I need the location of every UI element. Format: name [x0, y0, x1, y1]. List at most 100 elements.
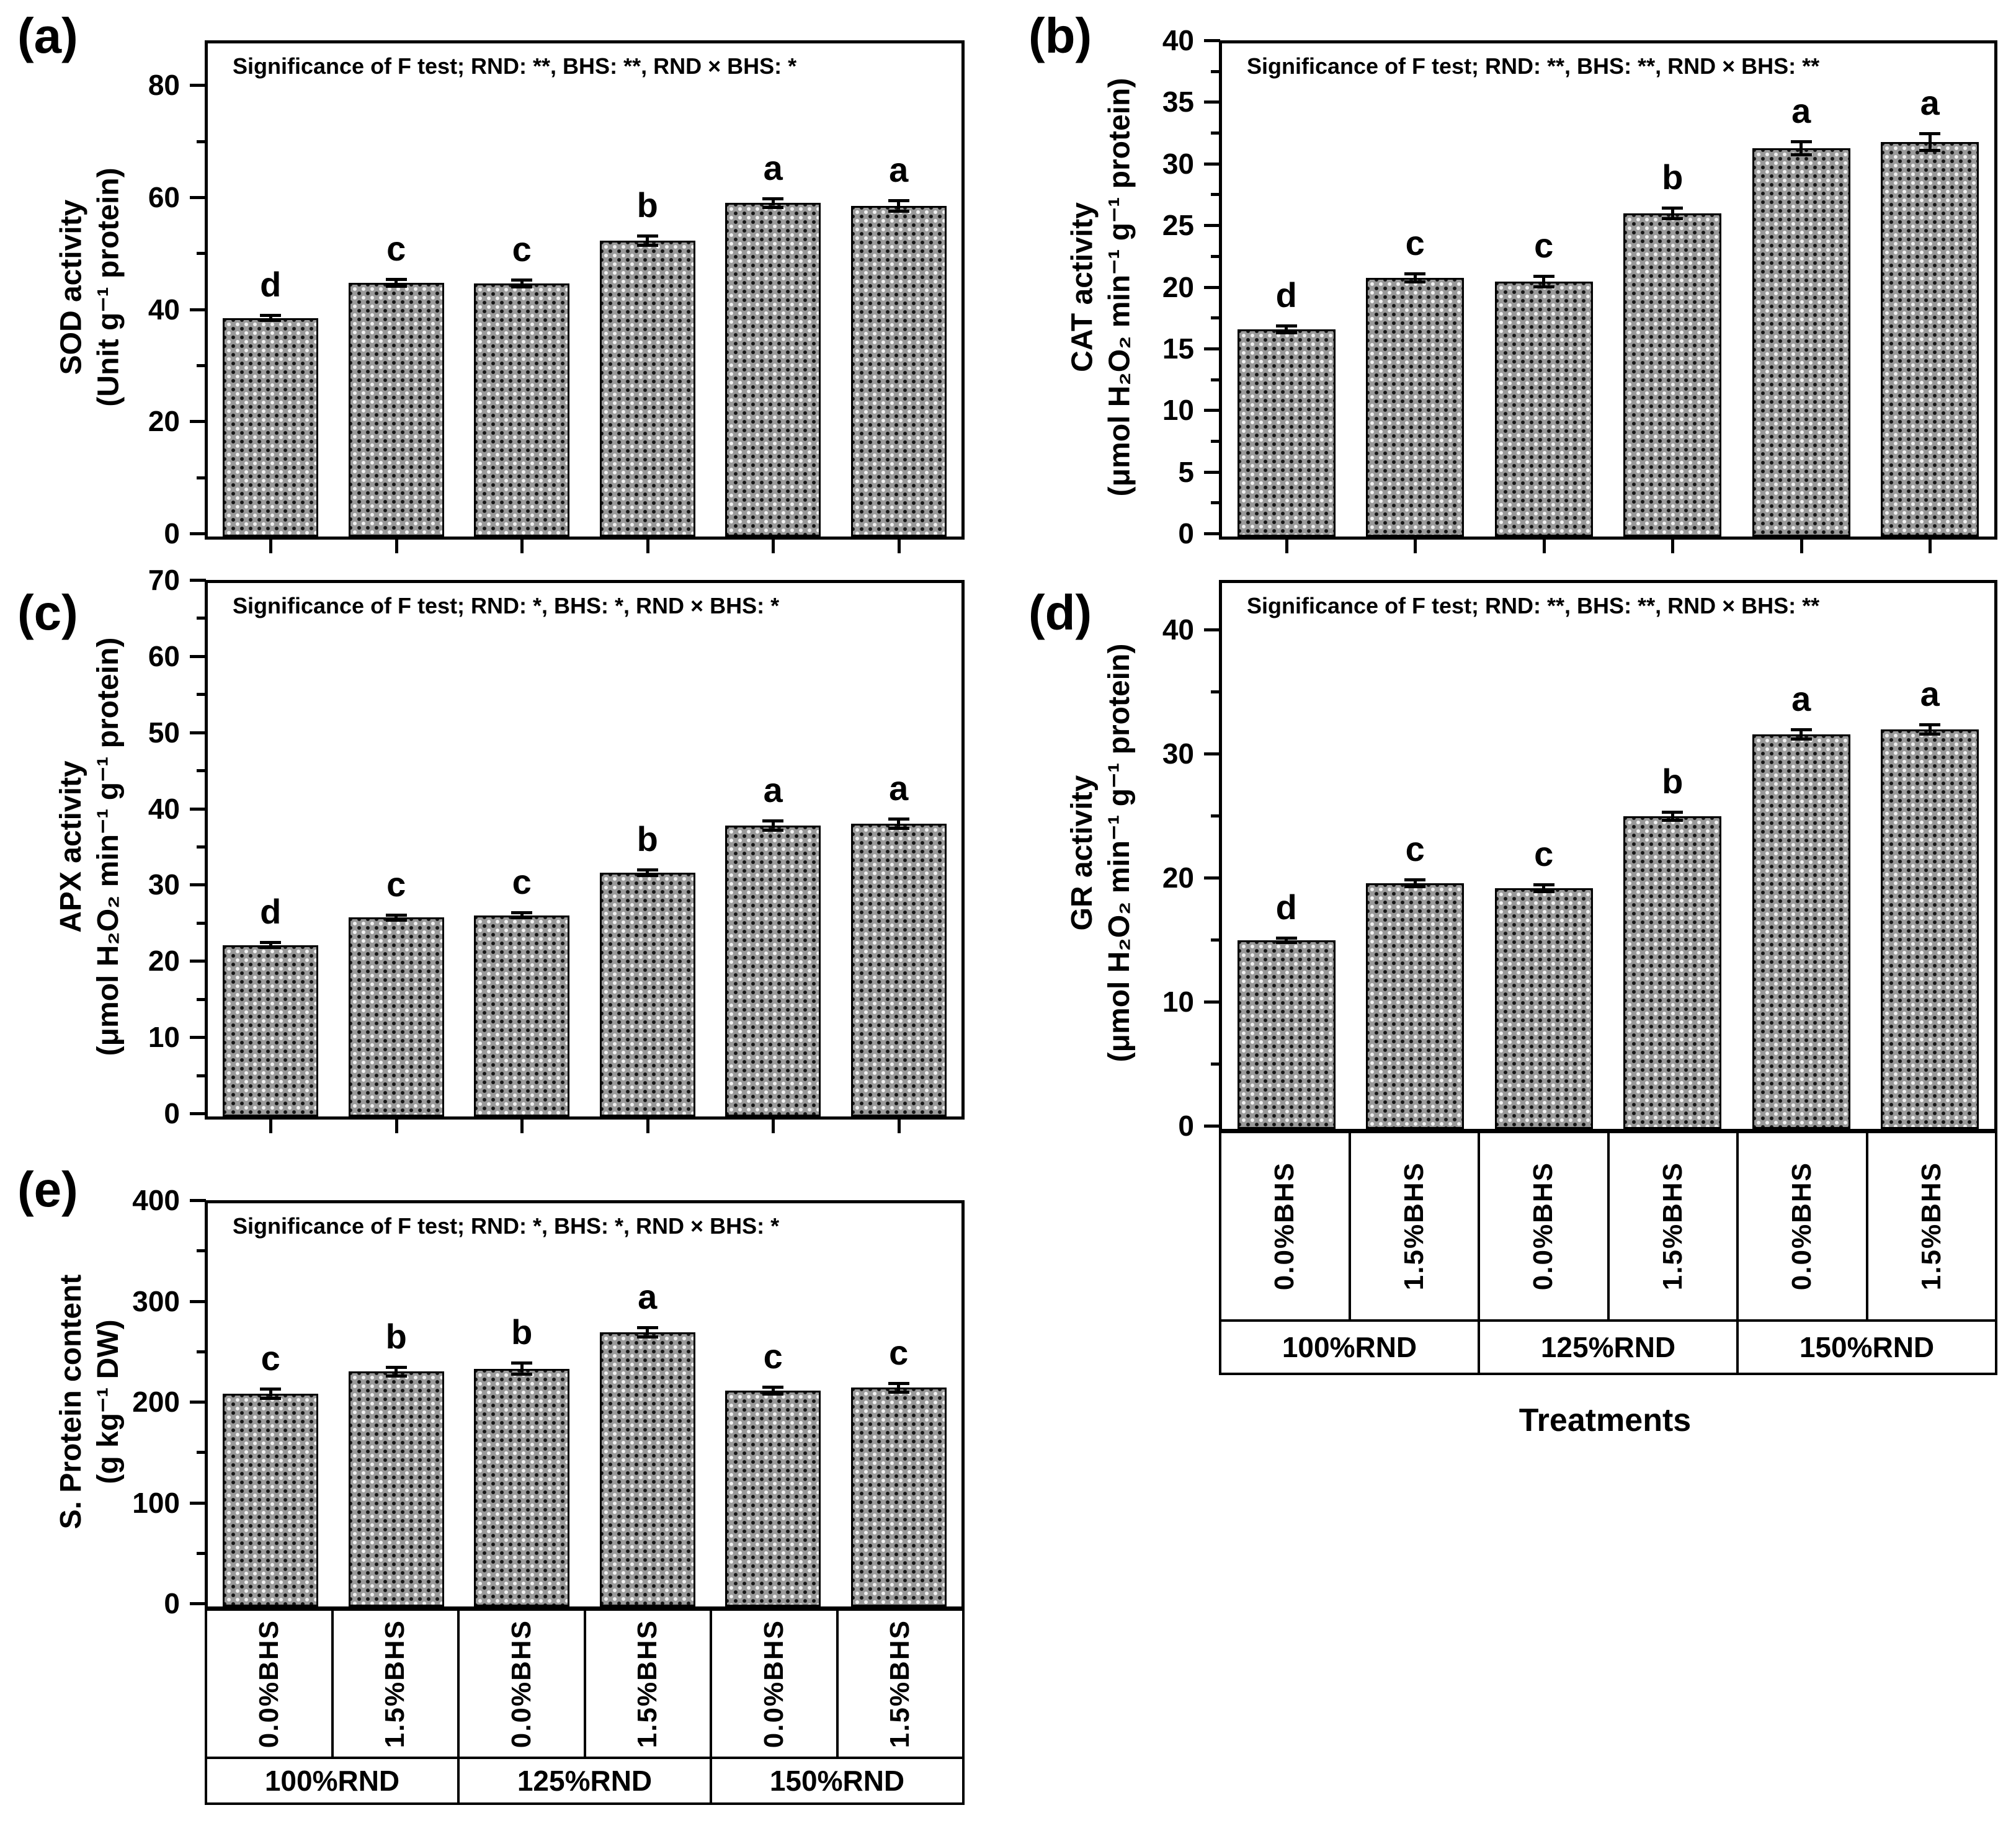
y-axis-major-tick: [190, 1036, 206, 1040]
group-label-cell: 125%RND: [1478, 1322, 1736, 1373]
y-axis-major-tick: [190, 1299, 206, 1303]
y-axis-major-tick: [190, 1501, 206, 1505]
bar-label-text: 1.5%BHS: [380, 1619, 411, 1749]
significance-text: Significance of F test; RND: **, BHS: **…: [1247, 53, 1820, 79]
significance-letter: d: [1275, 275, 1297, 315]
bar-c-3: [474, 915, 570, 1116]
x-axis-tick: [269, 540, 273, 553]
panel-letter: (e): [17, 1162, 78, 1217]
y-axis-tick-label: 80: [148, 69, 180, 102]
bar-label-cell: 0.0%BHS: [1221, 1133, 1349, 1319]
y-axis-tick-label: 10: [148, 1021, 180, 1054]
error-bar: [1533, 883, 1554, 893]
significance-letter: b: [636, 185, 658, 225]
y-axis-major-tick: [190, 1112, 206, 1115]
bar-label-cell: 1.5%BHS: [1865, 1133, 1996, 1319]
error-bar: [1919, 723, 1941, 736]
y-axis-minor-tick: [197, 921, 206, 925]
y-axis-label-line1: S. Protein content: [55, 1274, 87, 1530]
y-axis-tick-label: 40: [148, 293, 180, 326]
x-axis-tick: [1542, 540, 1546, 553]
y-axis-minor-tick: [1211, 378, 1220, 381]
bar-a-2: [348, 282, 444, 537]
significance-letter: c: [512, 862, 532, 901]
x-axis-title: Treatments: [1519, 1402, 1692, 1438]
error-bar: [1662, 207, 1684, 221]
bar-label-text: 1.5%BHS: [1916, 1162, 1947, 1291]
y-axis-minor-tick: [197, 1451, 206, 1455]
bar-label-cell: 1.5%BHS: [836, 1611, 963, 1757]
bar-b-2: [1366, 277, 1465, 537]
bar-label-text: 0.0%BHS: [758, 1619, 789, 1749]
y-axis-major-tick: [1204, 39, 1220, 42]
y-axis-tick-label: 40: [1162, 24, 1194, 56]
y-axis-tick-label: 40: [148, 792, 180, 825]
significance-letter: a: [889, 768, 909, 808]
bar-c-4: [599, 872, 695, 1116]
y-axis-tick-label: 20: [148, 405, 180, 438]
y-axis-tick-label: 100: [132, 1486, 180, 1519]
y-axis-major-tick: [190, 195, 206, 199]
bar-label-text: 0.0%BHS: [1786, 1162, 1818, 1291]
y-axis-major-tick: [190, 532, 206, 535]
bar-c-1: [223, 945, 319, 1116]
y-axis-minor-tick: [1211, 316, 1220, 320]
y-axis-minor-tick: [197, 140, 206, 143]
significance-letter: a: [763, 770, 783, 809]
y-axis-tick-label: 200: [132, 1386, 180, 1418]
y-axis-minor-tick: [197, 1551, 206, 1555]
y-axis-major-tick: [190, 579, 206, 582]
bar-b-5: [1752, 148, 1850, 537]
y-axis-minor-tick: [1211, 439, 1220, 443]
x-axis-tick: [897, 1120, 901, 1133]
x-axis-tick: [520, 1120, 524, 1133]
y-axis-major-tick: [190, 1401, 206, 1404]
y-axis-minor-tick: [1211, 690, 1220, 693]
bar-d-6: [1881, 729, 1979, 1129]
group-label-row: 100%RND 125%RND 150%RND: [1219, 1322, 1997, 1375]
group-label-cell: 100%RND: [1282, 1331, 1417, 1363]
error-bar: [1790, 140, 1812, 156]
y-axis-tick-label: 300: [132, 1285, 180, 1317]
bar-label-text: 0.0%BHS: [1528, 1162, 1559, 1291]
group-label-cell: 150%RND: [1736, 1322, 1995, 1373]
bar-a-5: [725, 203, 821, 537]
significance-letter: c: [386, 864, 406, 904]
y-axis-tick-label: 20: [1162, 862, 1194, 894]
y-axis-tick-label: 5: [1178, 455, 1194, 488]
y-axis-minor-tick: [197, 845, 206, 849]
error-bar: [762, 819, 784, 832]
x-axis-tick: [897, 540, 901, 553]
y-axis-minor-tick: [197, 1074, 206, 1077]
y-axis-tick-label: 0: [1178, 1110, 1194, 1142]
y-axis-major-tick: [190, 883, 206, 887]
significance-letter: c: [386, 228, 406, 268]
x-axis-tick: [1414, 540, 1417, 553]
x-axis-tick: [1285, 540, 1288, 553]
significance-letter: d: [260, 892, 282, 932]
panel-letter: (a): [17, 8, 78, 63]
error-bar: [1919, 132, 1941, 152]
x-axis-tick: [646, 1120, 649, 1133]
y-axis-minor-tick: [1211, 1063, 1220, 1066]
y-axis-minor-tick: [197, 693, 206, 697]
panel-apx-activity: (c) APX activity (μmol H₂O₂ min⁻¹ g⁻¹ pr…: [0, 564, 1005, 1147]
panel-s-protein-content: (e) S. Protein content (g kg⁻¹ DW) Signi…: [0, 1147, 1005, 1831]
error-bar: [385, 1365, 407, 1378]
significance-letter: b: [1662, 762, 1684, 801]
y-axis-major-tick: [1204, 224, 1220, 228]
y-axis-label-line1: SOD activity: [55, 199, 87, 375]
x-axis-tick: [1800, 540, 1803, 553]
bar-label-text: 1.5%BHS: [632, 1619, 663, 1749]
bar-label-cell: 0.0%BHS: [710, 1611, 836, 1757]
significance-letter: b: [1662, 158, 1684, 197]
y-axis-tick-label: 20: [1162, 270, 1194, 303]
significance-letter: c: [1534, 225, 1554, 265]
panel-gr-activity: (d) GR activity (μmol H₂O₂ min⁻¹ g⁻¹ pro…: [1011, 571, 2016, 1501]
bar-label-row: 0.0%BHS 1.5%BHS 0.0%BHS 1.5%BHS 0.0%BHS 1.5%B…: [205, 1608, 965, 1759]
x-axis-tick: [395, 1120, 398, 1133]
plot-area: Significance of F test; RND: **, BHS: **…: [1219, 40, 1997, 540]
y-axis-tick-label: 25: [1162, 209, 1194, 242]
error-bar: [260, 1388, 282, 1400]
y-axis-minor-tick: [197, 476, 206, 479]
